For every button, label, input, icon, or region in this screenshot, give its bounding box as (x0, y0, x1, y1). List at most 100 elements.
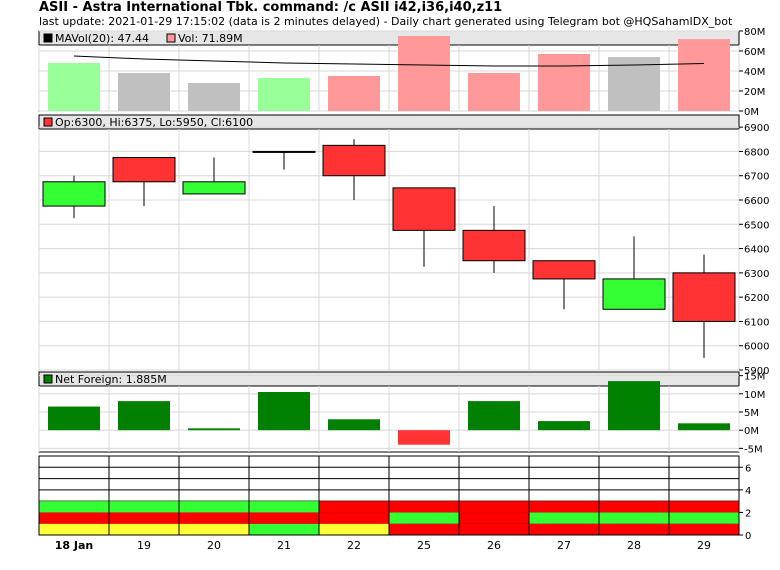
x-tick-label: 28 (627, 539, 641, 552)
net-foreign-tick-label: 10M (744, 390, 765, 401)
net-foreign-bar (188, 428, 240, 431)
net-foreign-bar (468, 401, 520, 431)
price-legend: Op:6300, Hi:6375, Lo:5950, Cl:6100 (55, 116, 253, 129)
chart-title: ASII - Astra International Tbk. command:… (39, 0, 503, 15)
volume-bar (678, 39, 730, 111)
price-tick-label: 6000 (744, 342, 769, 353)
net-foreign-bar (118, 401, 170, 431)
volume-bar (538, 54, 590, 111)
signal-cell (389, 512, 459, 524)
signal-tick-label: 0 (745, 531, 751, 542)
net-foreign-bar (538, 421, 590, 431)
volume-bar (608, 57, 660, 111)
signal-cell (319, 501, 389, 513)
signal-cell (39, 523, 109, 535)
x-tick-label: 29 (697, 539, 711, 552)
net-foreign-bar (678, 423, 730, 431)
net-foreign-bar (608, 381, 660, 431)
x-tick-label: 21 (277, 539, 291, 552)
signal-cell (599, 501, 669, 513)
signal-cell (459, 501, 529, 513)
signal-tick-label: 6 (745, 463, 751, 474)
signal-cell (599, 512, 669, 524)
candle-body (182, 181, 246, 195)
candle-body (602, 278, 666, 310)
net-foreign-tick-label: 0M (744, 426, 759, 437)
signal-cell (109, 501, 179, 513)
signal-cell (389, 523, 459, 535)
net-foreign-bar (328, 419, 380, 431)
net-foreign-legend-swatch (43, 374, 53, 384)
price-tick-label: 6200 (744, 293, 769, 304)
signal-cell (669, 523, 739, 535)
volume-bar (258, 78, 310, 111)
volume-bar (328, 76, 380, 111)
signal-cell (249, 512, 319, 524)
price-tick-label: 6600 (744, 196, 769, 207)
net-foreign-legend: Net Foreign: 1.885M (55, 373, 167, 386)
signal-border (38, 455, 740, 536)
volume-bar (468, 73, 520, 111)
net-foreign-tick-label: 15M (744, 372, 765, 383)
price-tick-label: 6900 (744, 123, 769, 134)
candle-body (112, 157, 176, 183)
x-tick-label: 22 (347, 539, 361, 552)
signal-tick-label: 4 (745, 486, 751, 497)
signal-cell (669, 501, 739, 513)
signal-cell (249, 501, 319, 513)
signal-cell (109, 512, 179, 524)
signal-cell (389, 501, 459, 513)
volume-tick-label: 60M (744, 47, 765, 58)
x-tick-label: 20 (207, 539, 221, 552)
candle-body (392, 187, 456, 231)
signal-cell (529, 512, 599, 524)
volume-legend: Vol: 71.89M (178, 32, 243, 45)
signal-cell (459, 523, 529, 535)
price-tick-label: 5900 (744, 366, 769, 377)
candle-body (42, 181, 106, 207)
candle-body (672, 272, 736, 322)
price-tick-label: 6300 (744, 269, 769, 280)
x-tick-label: 27 (557, 539, 571, 552)
volume-tick-label: 0M (744, 107, 759, 118)
x-tick-label: 19 (137, 539, 151, 552)
volume-tick-label: 40M (744, 67, 765, 78)
price-tick-label: 6700 (744, 172, 769, 183)
net-foreign-tick-label: 5M (744, 408, 759, 419)
price-legend-swatch (43, 117, 53, 127)
signal-cell (39, 512, 109, 524)
net-foreign-bar (258, 392, 310, 431)
x-tick-label: 25 (417, 539, 431, 552)
volume-ma-legend-swatch (43, 33, 53, 43)
price-tick-label: 6800 (744, 147, 769, 158)
volume-bar (48, 63, 100, 111)
signal-cell (109, 523, 179, 535)
signal-cell (249, 523, 319, 535)
chart-subtitle: last update: 2021-01-29 17:15:02 (data i… (39, 15, 733, 28)
signal-cell (599, 523, 669, 535)
signal-cell (179, 523, 249, 535)
net-foreign-bar (398, 430, 450, 445)
candle-body (462, 229, 526, 262)
signal-tick-label: 2 (745, 508, 751, 519)
signal-cell (319, 512, 389, 524)
signal-cell (529, 523, 599, 535)
signal-cell (319, 523, 389, 535)
volume-ma-legend: MAVol(20): 47.44 (55, 32, 149, 45)
volume-ma-line (73, 55, 705, 67)
price-tick-label: 6500 (744, 220, 769, 231)
signal-cell (669, 512, 739, 524)
signal-cell (179, 512, 249, 524)
x-tick-label: 18 Jan (55, 539, 93, 552)
signal-cell (39, 501, 109, 513)
signal-cell (459, 512, 529, 524)
volume-legend-swatch (166, 33, 176, 43)
price-tick-label: 6400 (744, 245, 769, 256)
volume-tick-label: 80M (744, 27, 765, 38)
candle-body (322, 144, 386, 177)
price-tick-label: 6100 (744, 317, 769, 328)
candle-body (252, 150, 316, 153)
volume-bar (188, 83, 240, 111)
signal-cell (529, 501, 599, 513)
